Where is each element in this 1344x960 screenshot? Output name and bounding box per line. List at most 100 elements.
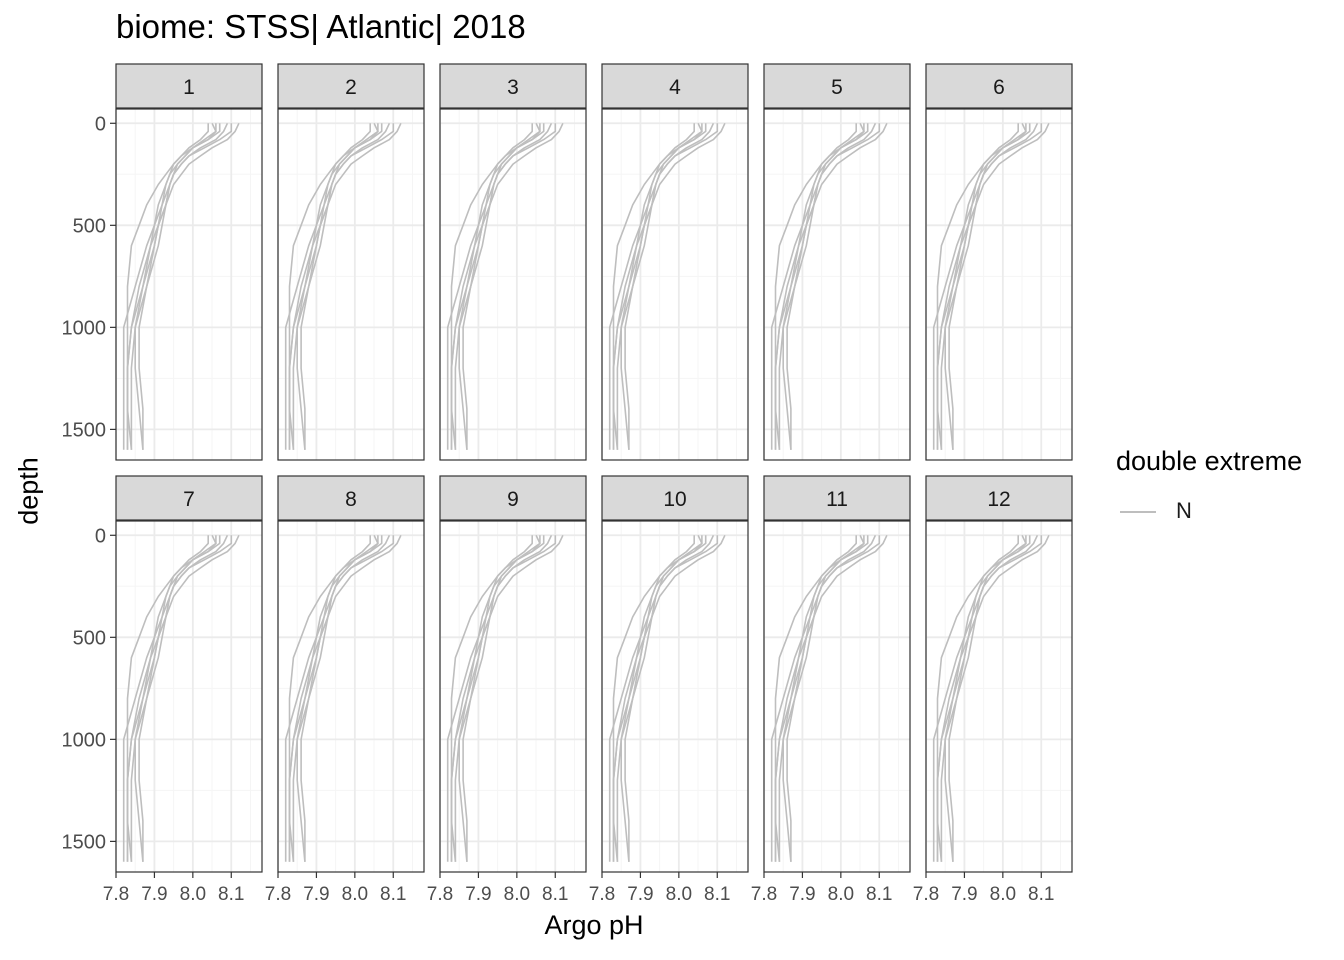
facet-strip-label: 4	[669, 76, 681, 99]
facet-strip-label: 12	[987, 488, 1010, 511]
facet-strip	[763, 475, 911, 521]
x-tick-label: 7.9	[141, 884, 167, 905]
facet-panel-background	[116, 109, 262, 460]
x-tick-label: 8.1	[218, 884, 244, 905]
profile-line	[300, 122, 379, 450]
profile-line	[454, 122, 553, 450]
profile-line	[450, 535, 534, 862]
facet-strip	[115, 475, 263, 521]
profile-line	[936, 535, 1020, 862]
profile-line	[944, 535, 1031, 862]
profile-line	[288, 122, 402, 450]
facet-panel-background	[278, 109, 424, 460]
y-tick-label: 500	[73, 627, 106, 649]
profile-line	[458, 123, 545, 450]
profile-line	[940, 534, 1039, 862]
profile-line	[288, 535, 372, 862]
facet-panel-border	[439, 520, 587, 873]
profile-line	[134, 535, 221, 862]
profile-line	[948, 122, 1027, 450]
profile-line	[130, 534, 229, 862]
x-tick-label: 8.1	[1028, 884, 1054, 905]
profile-line	[454, 534, 553, 862]
facet-panel-border	[925, 520, 1073, 873]
facet-strip-label: 1	[183, 76, 195, 99]
legend-title: double extreme	[1116, 446, 1303, 476]
legend-line-key	[1120, 511, 1156, 513]
x-tick-label: 8.1	[542, 884, 568, 905]
profile-line	[296, 123, 383, 450]
y-tick-label: 0	[95, 525, 106, 547]
profile-line	[778, 534, 877, 862]
profile-line	[786, 122, 865, 450]
x-axis-title: Argo pH	[544, 910, 644, 940]
x-tick-label: 8.0	[504, 884, 530, 905]
facet-strip-label: 3	[507, 76, 519, 99]
profile-line	[292, 122, 391, 450]
profile-line	[616, 534, 715, 862]
facet-panel-background	[116, 521, 262, 872]
facet-panel-border	[115, 108, 263, 461]
profile-line	[616, 122, 715, 450]
facet-strip	[439, 475, 587, 521]
facet-strip	[115, 63, 263, 109]
x-tick-label: 8.0	[666, 884, 692, 905]
profile-line	[782, 123, 869, 450]
legend-label: N	[1176, 498, 1192, 523]
profile-line	[936, 122, 1050, 450]
y-tick-label: 0	[95, 113, 106, 135]
profile-line	[940, 122, 1039, 450]
profile-line	[774, 123, 858, 450]
facet-panel-border	[763, 108, 911, 461]
facet-strip-label: 10	[663, 488, 686, 511]
profile-line	[786, 534, 865, 862]
profile-line	[620, 535, 707, 862]
profile-line	[138, 534, 217, 862]
x-tick-label: 7.9	[465, 884, 491, 905]
y-tick-label: 1000	[62, 317, 107, 339]
facet-panel-border	[601, 108, 749, 461]
facet-strip	[925, 475, 1073, 521]
facet-panel-border	[925, 108, 1073, 461]
facet-panel-background	[926, 109, 1072, 460]
profile-line	[138, 122, 217, 450]
profile-line	[288, 534, 402, 862]
profile-line	[292, 534, 391, 862]
profile-line	[450, 534, 564, 862]
legend: double extreme N	[1116, 446, 1336, 536]
profile-line	[624, 122, 703, 450]
profile-line	[130, 122, 229, 450]
facet-strip	[439, 63, 587, 109]
facet-strip-label: 5	[831, 76, 843, 99]
x-tick-label: 8.1	[866, 884, 892, 905]
profile-line	[944, 123, 1031, 450]
x-tick-label: 7.9	[303, 884, 329, 905]
y-tick-label: 1500	[62, 419, 107, 441]
facet-strip	[277, 475, 425, 521]
facet-panel-border	[601, 520, 749, 873]
x-tick-label: 7.8	[427, 884, 453, 905]
profile-line	[612, 534, 726, 862]
profile-line	[126, 535, 209, 862]
x-tick-label: 7.9	[951, 884, 977, 905]
facet-strip-label: 8	[345, 488, 357, 511]
facet-strip	[601, 63, 749, 109]
y-axis-title: depth	[13, 457, 44, 525]
profile-line	[778, 122, 877, 450]
profile-line	[612, 123, 696, 450]
x-tick-label: 8.0	[180, 884, 206, 905]
facet-strip	[277, 63, 425, 109]
profile-line	[458, 535, 545, 862]
profile-line	[774, 122, 888, 450]
facet-panel-background	[764, 521, 910, 872]
legend-item: N	[1116, 498, 1316, 528]
profile-line	[774, 535, 858, 862]
facet-panel-background	[602, 109, 748, 460]
facet-panel-border	[439, 108, 587, 461]
y-tick-label: 1500	[62, 831, 107, 853]
profile-line	[936, 534, 1050, 862]
facet-strip-label: 11	[826, 488, 848, 511]
profile-line	[774, 534, 888, 862]
profile-line	[126, 122, 240, 450]
facet-strip-label: 2	[345, 76, 357, 99]
